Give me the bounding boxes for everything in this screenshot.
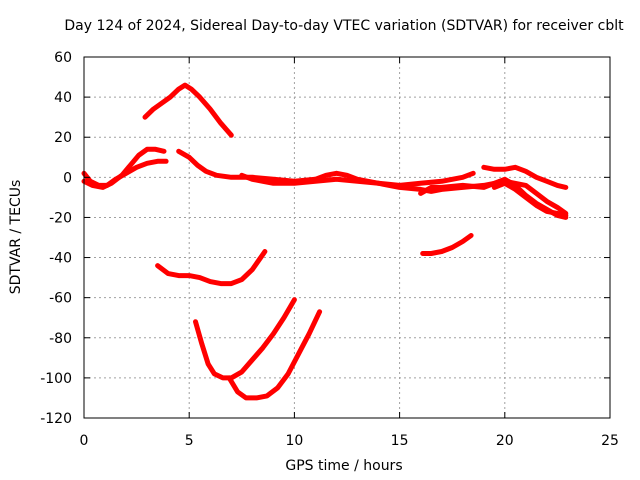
y-tick-label: -120 <box>40 411 72 427</box>
y-tick-label: 60 <box>54 50 72 66</box>
x-tick-label: 25 <box>601 433 619 449</box>
y-tick-label: -100 <box>40 371 72 387</box>
y-tick-label: -60 <box>49 291 72 307</box>
x-tick-label: 10 <box>285 433 303 449</box>
series-layer <box>81 82 569 401</box>
axis-ticks: 0 5 10 15 20 25 -120 -100 -80 -60 -40 -20 0 20 40 60 <box>40 50 619 449</box>
series-arc-h <box>491 180 569 218</box>
grid-lines <box>84 57 610 418</box>
x-tick-label: 5 <box>185 433 194 449</box>
series-arc-l <box>420 233 474 256</box>
x-tick-label: 20 <box>496 433 514 449</box>
series-arc-j <box>193 297 297 381</box>
series-arc-g <box>481 164 569 190</box>
y-tick-label: 40 <box>54 90 72 106</box>
plot-frame <box>83 56 611 419</box>
y-tick-label: 20 <box>54 130 72 146</box>
chart-title: Day 124 of 2024, Sidereal Day-to-day VTE… <box>64 18 624 34</box>
y-axis-label: SDTVAR / TECUs <box>8 180 24 295</box>
x-tick-label: 15 <box>391 433 409 449</box>
y-tick-label: -40 <box>49 251 72 267</box>
y-tick-label: -20 <box>49 210 72 226</box>
series-arc-b <box>81 146 167 190</box>
y-tick-label: -80 <box>49 331 72 347</box>
series-arc-k <box>226 309 323 401</box>
x-axis-label: GPS time / hours <box>285 458 402 474</box>
y-tick-label: 0 <box>63 170 72 186</box>
series-arc-e <box>239 172 569 216</box>
x-tick-label: 0 <box>80 433 89 449</box>
series-arc-d <box>176 148 476 188</box>
series-arc-i <box>155 249 268 287</box>
series-arc-c <box>142 82 234 138</box>
